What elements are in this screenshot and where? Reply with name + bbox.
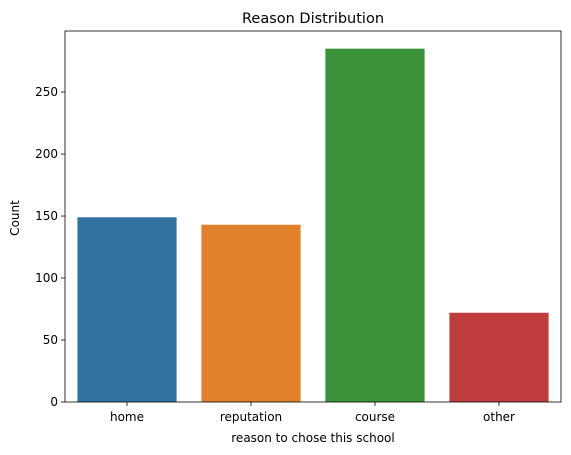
y-axis-label: Count [8,200,22,236]
y-tick-label: 200 [35,147,58,161]
bar-reputation [201,224,301,402]
bar-home [77,217,177,402]
y-tick-label: 100 [35,271,58,285]
x-tick-label: home [110,410,144,424]
bar-course [325,48,425,403]
chart-title: Reason Distribution [242,11,384,27]
x-axis-label: reason to chose this school [231,431,394,445]
y-tick-label: 250 [35,85,58,99]
y-tick-label: 50 [43,333,58,347]
y-tick-label: 0 [50,395,58,409]
plot-frame [64,30,562,403]
bars-group [77,48,549,403]
bar-other [449,312,549,402]
x-tick-label: course [355,410,395,424]
y-tick-label: 150 [35,209,58,223]
x-tick-label: other [483,410,515,424]
y-axis-ticks: 0 50 100 150 200 250 [35,85,65,409]
x-axis-ticks: home reputation course other [110,402,515,424]
x-tick-label: reputation [220,410,282,424]
